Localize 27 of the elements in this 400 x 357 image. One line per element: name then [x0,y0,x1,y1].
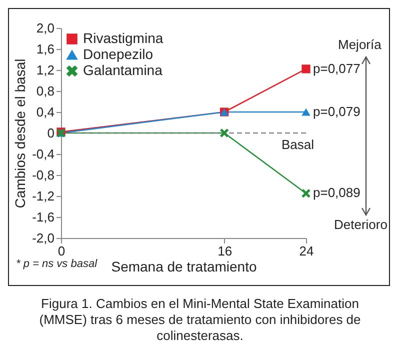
text: Deterioro [334,217,388,232]
text: p=0,079 [313,104,360,119]
y-tick-label: 0,8 [36,84,54,98]
y-tick-label: 2,0 [36,20,54,36]
text: Mejoría [338,37,382,52]
y-tick-label: 1,6 [36,42,54,56]
x-axis-title: Semana de tratamiento [111,258,257,274]
ref-line-label: Basal [281,137,314,152]
y-axis-title: Cambios desde el basal [12,58,28,208]
y-tick-label: -1,2 [32,188,54,204]
legend-label: Rivastigmina [83,30,164,46]
y-tick-label: 0 [47,126,54,140]
y-tick-label: -2,0 [32,230,54,246]
y-tick-label: -1,6 [32,210,54,224]
y-tick-label: 0,4 [36,104,54,120]
text: p=0,089 [313,185,360,200]
y-tick-label: -0,8 [32,168,54,182]
legend-label: Donepezilo [83,46,154,62]
text: * p = ns vs basal [16,258,98,270]
text: p=0,077 [313,60,360,76]
y-tick-label: -0,4 [32,146,54,162]
legend-label: Galantamina [83,62,163,78]
y-tick-label: 1,2 [36,62,54,78]
x-tick-label: 24 [299,244,314,258]
x-tick-label: 16 [218,244,232,258]
text: Figura 1. Cambios en el Mini-Mental State Examination (MMSE) tras 6 meses de tratamiento con inhibidores de colinesterasas. [38,296,362,344]
x-tick-label: 0 [58,244,66,258]
